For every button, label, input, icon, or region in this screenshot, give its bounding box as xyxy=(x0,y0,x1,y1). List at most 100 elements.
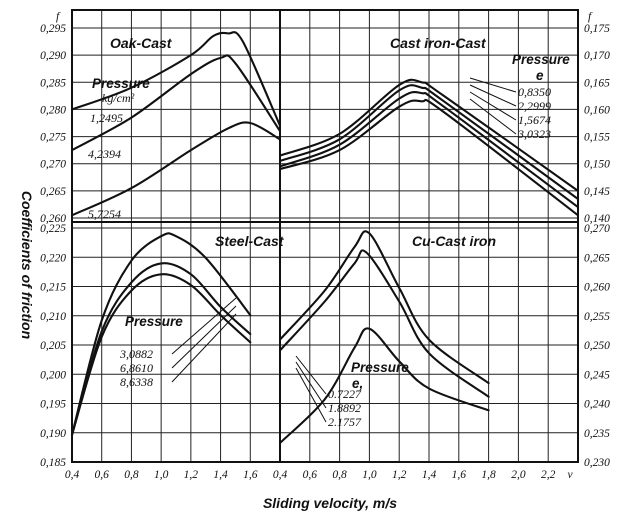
tick-label: 0,8 xyxy=(332,469,347,481)
plot-frame xyxy=(71,9,579,463)
tick-label: 0,155 xyxy=(584,132,610,144)
tick-label: 0,185 xyxy=(40,457,66,469)
steel-series-label-2: 6,8610 xyxy=(120,361,153,375)
tick-label: 0,6 xyxy=(95,469,110,481)
cu-legend-title: Pressure xyxy=(351,360,409,375)
tick-label: 0,215 xyxy=(40,282,66,294)
tick-label: v xyxy=(567,469,573,481)
tick-label: 0,145 xyxy=(584,186,610,198)
tick-label: 1,0 xyxy=(362,469,377,481)
tick-label: 0,160 xyxy=(584,104,610,116)
curve-cu-cast-iron-1 xyxy=(278,230,490,385)
tick-label: 0,140 xyxy=(584,213,610,225)
tick-label: 0,8 xyxy=(124,469,139,481)
tick-label: 1,4 xyxy=(422,469,437,481)
tick-label: 0,270 xyxy=(40,159,66,171)
curve-steel-cast-1 xyxy=(70,232,252,436)
oak-series-label-2: 4,2394 xyxy=(88,147,121,161)
leader-line xyxy=(295,367,327,423)
tick-label: 0,4 xyxy=(273,469,288,481)
tick-label: 0,290 xyxy=(40,50,66,62)
tick-label: 1,2 xyxy=(184,469,199,481)
curve-cast-iron-cast-3 xyxy=(278,90,580,209)
leader-line xyxy=(295,361,327,409)
curve-cast-iron-cast-4 xyxy=(278,98,580,217)
tick-label: 0,285 xyxy=(40,77,66,89)
leader-line xyxy=(469,77,517,93)
curve-cast-iron-cast-1 xyxy=(278,78,580,192)
leader-line xyxy=(171,305,237,369)
curves xyxy=(70,31,580,445)
cu-legend-title-wrap: e, xyxy=(352,376,363,391)
tick-label: 1,4 xyxy=(213,469,228,481)
tick-label: 0,195 xyxy=(40,399,66,411)
tick-label: 0,245 xyxy=(584,369,610,381)
leader-line xyxy=(171,297,237,355)
tick-label: 0,150 xyxy=(584,159,610,171)
steel-series-label-3: 8,6338 xyxy=(120,375,153,389)
curve-cu-cast-iron-3 xyxy=(278,327,490,445)
cast-iron-series-label-2: 2,2999 xyxy=(518,99,551,113)
oak-series-label-3: 5,7254 xyxy=(88,207,121,221)
tick-label: 0,265 xyxy=(584,252,610,264)
curve-oak-cast-2 xyxy=(70,54,282,152)
tick-label: 0,200 xyxy=(40,369,66,381)
tick-label: 0,205 xyxy=(40,340,66,352)
y-axis-title: Coefficients of friction xyxy=(19,191,35,339)
right-axis-symbol: f xyxy=(588,11,593,23)
series-labels: 1,2495 4,2394 5,7254 0,83502,29991,56743,03… xyxy=(88,77,551,429)
tick-label: 0,255 xyxy=(584,311,610,323)
cu-series-label-3: 2.1757 xyxy=(328,415,362,429)
tick-label: 1,6 xyxy=(243,469,258,481)
curve-oak-cast-1 xyxy=(70,31,282,127)
cast-iron-series-label-1: 0,8350 xyxy=(518,85,551,99)
tick-label: 2,2 xyxy=(541,469,556,481)
tick-label: 0,240 xyxy=(584,399,610,411)
curve-cast-iron-cast-2 xyxy=(278,84,580,201)
tick-label: 0,175 xyxy=(584,23,610,35)
tick-label: 0,190 xyxy=(40,428,66,440)
tick-label: 0,225 xyxy=(40,223,66,235)
tick-label: 0,4 xyxy=(65,469,80,481)
leader-line xyxy=(469,84,517,107)
tick-label: 0,210 xyxy=(40,311,66,323)
tick-label: 1,0 xyxy=(154,469,169,481)
tick-label: 0,295 xyxy=(40,23,66,35)
leader-line xyxy=(469,98,517,135)
tick-label: 1,8 xyxy=(481,469,496,481)
panel-title-cast-iron-cast: Cast iron-Cast xyxy=(390,35,487,51)
tick-label: 0,275 xyxy=(40,132,66,144)
tick-label: 0,270 xyxy=(584,223,610,235)
oak-legend-unit: kg/cm² xyxy=(102,91,135,105)
steel-legend-title: Pressure xyxy=(125,314,183,329)
panel-title-cu-cast-iron: Cu-Cast iron xyxy=(412,233,496,249)
curve-oak-cast-3 xyxy=(70,121,282,217)
cast-iron-series-label-3: 1,5674 xyxy=(518,113,551,127)
tick-label: 1,2 xyxy=(392,469,407,481)
tick-label: 0,230 xyxy=(584,457,610,469)
tick-label: 0,235 xyxy=(584,428,610,440)
tick-label: 0,260 xyxy=(40,213,66,225)
tick-label: 1,6 xyxy=(452,469,467,481)
leader-line xyxy=(469,91,517,121)
tick-label: 2,0 xyxy=(511,469,526,481)
steel-series-label-1: 3,0882 xyxy=(119,347,153,361)
tick-label: 0,220 xyxy=(40,252,66,264)
tick-label: 0,250 xyxy=(584,340,610,352)
cast-iron-legend-title: Pressure xyxy=(512,52,570,67)
cu-series-label-1: 0.7227 xyxy=(328,387,362,401)
curve-steel-cast-2 xyxy=(70,262,252,436)
curve-cu-cast-iron-2 xyxy=(278,249,490,398)
cu-series-label-2: 1.8892 xyxy=(328,401,361,415)
cast-iron-series-label-4: 3,0323 xyxy=(517,127,551,141)
panel-title-steel-cast: Steel-Cast xyxy=(215,233,285,249)
tick-label: 0,165 xyxy=(584,77,610,89)
tick-label: 0,280 xyxy=(40,104,66,116)
tick-label: 0,6 xyxy=(303,469,318,481)
leader-line xyxy=(295,355,327,395)
leader-line xyxy=(171,313,237,383)
cast-iron-legend-title-wrap: e xyxy=(536,68,544,83)
left-axis-symbol: f xyxy=(56,11,61,23)
panel-title-oak-cast: Oak-Cast xyxy=(110,35,173,51)
curve-steel-cast-3 xyxy=(70,273,252,436)
